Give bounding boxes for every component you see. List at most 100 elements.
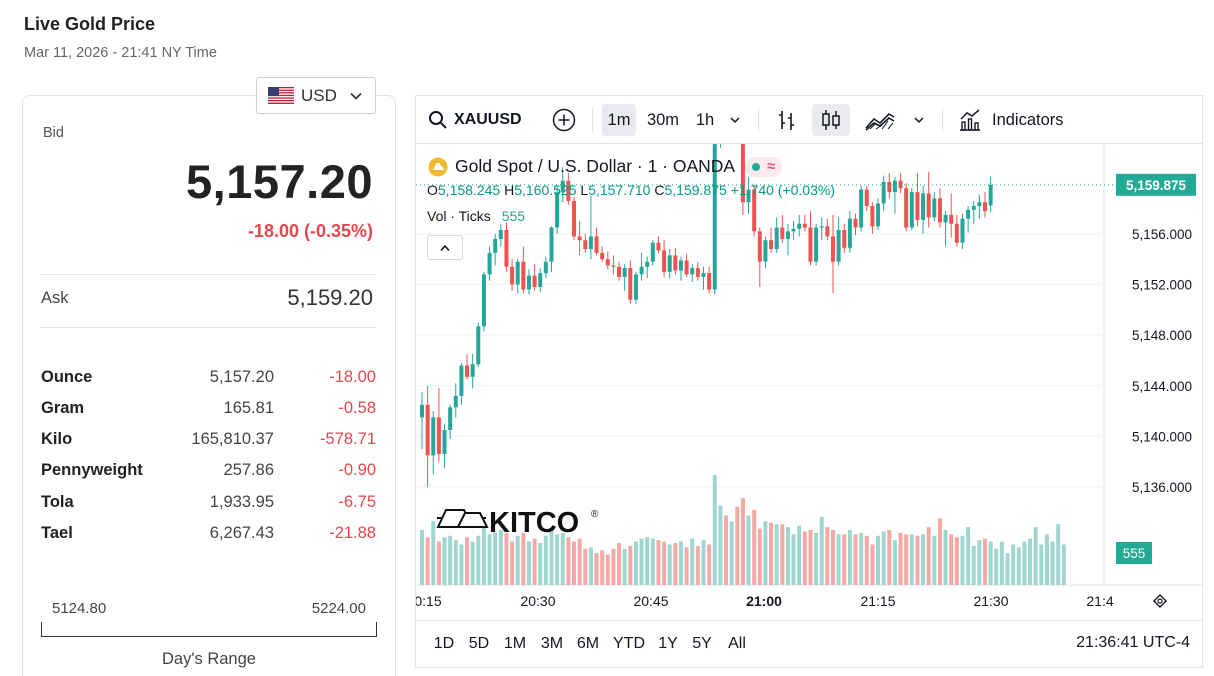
candle-body	[926, 193, 931, 218]
divider	[40, 327, 376, 328]
kitco-watermark: KITCO ®	[436, 507, 599, 539]
candle-body	[954, 223, 959, 243]
volume-bar	[853, 534, 858, 585]
chart-type-dropdown[interactable]	[908, 104, 930, 136]
volume-bar	[1028, 538, 1033, 585]
volume-bar	[633, 541, 638, 585]
range-5y[interactable]: 5Y	[692, 635, 712, 652]
candle-body	[763, 240, 768, 262]
volume-bar	[667, 544, 672, 585]
volume-bar	[504, 532, 509, 585]
volume-bar	[757, 528, 762, 585]
range-1m[interactable]: 1M	[503, 635, 527, 652]
volume-bar	[932, 535, 937, 585]
chart-widget: XAUUSD 1m 30m 1h	[415, 95, 1203, 668]
range-ytd[interactable]: YTD	[613, 635, 645, 652]
candle-body	[921, 193, 926, 220]
candle-body	[808, 227, 813, 262]
volume-bar	[510, 541, 515, 585]
unit-change: -578.71	[320, 430, 376, 448]
range-5d[interactable]: 5D	[468, 635, 490, 652]
unit-name: Tael	[41, 524, 73, 542]
candle-body	[493, 238, 498, 253]
symbol-search[interactable]: XAUUSD	[424, 104, 524, 136]
volume-bar	[1022, 541, 1027, 585]
candle-body	[915, 192, 920, 220]
interval-dropdown[interactable]	[724, 104, 746, 136]
bar-chart-type-button[interactable]	[770, 104, 804, 136]
volume-bar	[588, 547, 593, 585]
candle-body	[617, 266, 622, 277]
price-tick-label: 5,136.000	[1132, 480, 1192, 495]
candle-body	[791, 228, 796, 232]
candle-body	[960, 218, 965, 243]
chevron-down-icon	[350, 92, 362, 100]
volume-bar	[487, 534, 492, 585]
volume-bar	[825, 527, 830, 585]
ohlc-values: O5,158.245 H5,160.525 L5,157.710 C5,159.…	[427, 182, 835, 198]
plus-circle-icon	[552, 108, 576, 132]
compare-symbol-button[interactable]	[548, 104, 580, 136]
volume-bar	[937, 518, 942, 585]
candle-body	[836, 230, 841, 262]
volume-bar	[459, 544, 464, 585]
interval-1h[interactable]: 1h	[695, 110, 715, 129]
volume-bar	[448, 535, 453, 585]
candle-body	[566, 180, 571, 201]
indicators-button[interactable]: Indicators	[954, 104, 1078, 136]
unit-row-tola: Tola 1,933.95 -6.75	[41, 493, 376, 517]
low-label: L	[580, 182, 589, 198]
volume-bar	[1016, 547, 1021, 585]
ohlc-bars-icon	[779, 111, 794, 130]
candle-body	[802, 223, 807, 228]
candle-body	[600, 252, 605, 260]
interval-1m[interactable]: 1m	[602, 104, 636, 136]
volume-bar	[949, 534, 954, 585]
candle-body	[701, 273, 706, 277]
volume-bar	[830, 530, 835, 585]
indicators-label: Indicators	[992, 110, 1064, 129]
volume-bar	[600, 550, 605, 585]
currency-dropdown[interactable]: USD	[256, 77, 376, 114]
chevron-down-icon	[730, 117, 740, 124]
time-axis-settings-icon-center	[1157, 598, 1163, 604]
unit-name: Gram	[41, 399, 85, 417]
low-value: 5,157.710	[588, 182, 651, 198]
volume-bar	[707, 544, 712, 585]
volume-legend: Vol · Ticks 555	[427, 208, 525, 224]
volume-bar	[983, 538, 987, 585]
range-6m[interactable]: 6M	[576, 635, 600, 652]
volume-bar	[526, 541, 531, 585]
interval-30m[interactable]: 30m	[646, 110, 680, 129]
candle-body	[487, 252, 492, 275]
volume-bar	[752, 509, 757, 585]
area-chart-type-button[interactable]	[860, 104, 900, 136]
range-1y[interactable]: 1Y	[658, 635, 678, 652]
candle-body	[650, 242, 655, 262]
range-1d[interactable]: 1D	[433, 635, 455, 652]
candle-body	[814, 227, 819, 262]
range-all[interactable]: All	[728, 635, 746, 652]
candle-body	[425, 404, 430, 456]
time-tick-label: 20:30	[520, 593, 555, 609]
volume-bar	[735, 506, 740, 585]
volume-bar	[814, 532, 819, 585]
unit-change: -18.00	[329, 368, 376, 386]
time-tick-label: 20:45	[633, 593, 668, 609]
volume-bar	[684, 547, 689, 585]
range-3m[interactable]: 3M	[540, 635, 564, 652]
volume-bar	[628, 545, 633, 585]
candle-body	[909, 192, 914, 228]
chart-legend-title: Gold Spot / U.S. Dollar · 1 · OANDA ≈	[428, 156, 783, 177]
price-tick-label: 5,144.000	[1132, 379, 1192, 394]
price-chart[interactable]: 5,168.0005,164.0005,160.0005,156.0005,15…	[416, 144, 1202, 620]
collapse-legend-button[interactable]	[427, 235, 463, 260]
volume-bar	[476, 535, 481, 585]
unit-change: -0.90	[338, 461, 376, 479]
volume-bar	[678, 541, 683, 585]
time-axis-settings[interactable]	[1153, 594, 1167, 608]
candle-body	[605, 259, 610, 266]
indicators-icon	[960, 109, 980, 131]
candles-chart-type-button[interactable]	[812, 104, 850, 136]
candle-body	[983, 202, 987, 212]
